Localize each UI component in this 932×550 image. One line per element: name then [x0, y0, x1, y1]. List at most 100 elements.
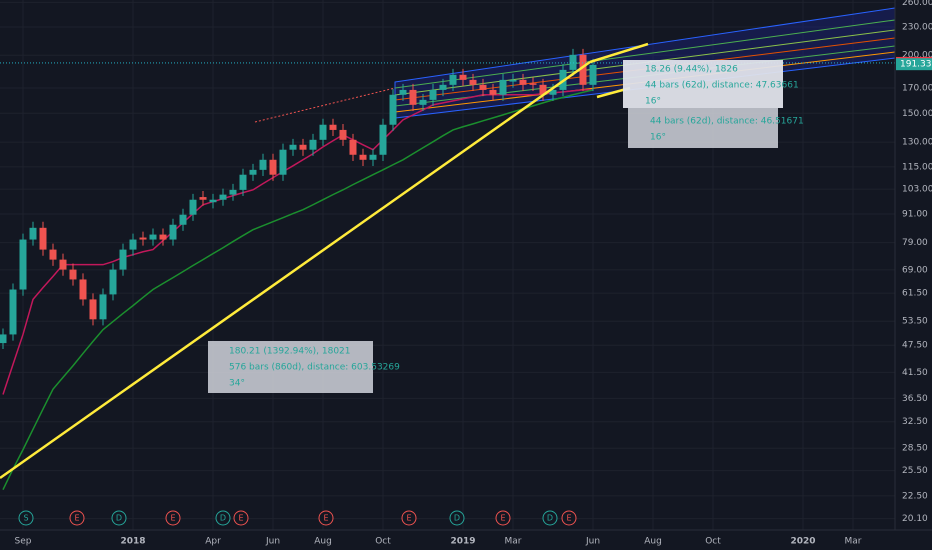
fan-line: [394, 19, 896, 89]
y-tick-label: 25.50: [902, 466, 928, 476]
y-tick-label: 53.50: [902, 317, 928, 327]
x-tick-label: Jun: [265, 537, 280, 547]
candle-body: [499, 79, 507, 95]
candle-body: [409, 89, 417, 105]
candle-body: [239, 174, 247, 190]
annotation-text: 34°: [229, 379, 245, 389]
y-tick-label: 170.00: [902, 84, 932, 94]
candle-body: [359, 154, 367, 160]
event-marker: [69, 510, 85, 526]
candle-body: [269, 159, 277, 175]
x-tick-label: Aug: [644, 537, 662, 547]
candle-body: [69, 269, 77, 280]
price-marker-label: 191.33: [900, 60, 932, 70]
candle-body: [509, 79, 517, 82]
annotation-text: 18.26 (9.44%), 1826: [645, 65, 738, 75]
event-label: D: [220, 514, 226, 523]
candle-body: [589, 64, 597, 85]
event-marker: [165, 510, 181, 526]
price-axis: [895, 0, 932, 550]
candle-body: [49, 249, 57, 260]
event-label: E: [500, 514, 505, 523]
annotation-text: 576 bars (860d), distance: 603.53269: [229, 363, 400, 373]
y-tick-label: 36.50: [902, 394, 928, 404]
annotation-text: 180.21 (1392.94%), 18021: [229, 347, 351, 357]
candle-body: [189, 199, 197, 215]
candle-body: [439, 84, 447, 90]
y-tick-label: 103.00: [902, 185, 932, 195]
event-marker: [318, 510, 334, 526]
candle-body: [539, 84, 547, 95]
trend-line: [254, 87, 396, 123]
candle-body: [59, 259, 67, 270]
candle-body: [0, 334, 7, 344]
y-tick-label: 200.00: [902, 51, 932, 61]
x-tick-label: 2018: [120, 537, 145, 547]
y-tick-label: 32.50: [902, 417, 928, 427]
candle-body: [449, 74, 457, 85]
event-label: E: [238, 514, 243, 523]
candle-body: [479, 84, 487, 90]
candle-body: [529, 83, 537, 85]
y-tick-label: 41.50: [902, 368, 928, 378]
candle-body: [309, 139, 317, 150]
plot: [0, 48, 895, 491]
y-tick-label: 79.00: [902, 238, 928, 248]
x-tick-label: Mar: [505, 537, 522, 547]
candle-body: [419, 99, 427, 105]
x-tick-label: 2020: [790, 537, 815, 547]
candle-body: [289, 144, 297, 150]
candle-body: [149, 234, 157, 240]
annotation-box: [208, 341, 373, 393]
candle-body: [19, 239, 27, 290]
x-tick-label: Mar: [845, 537, 862, 547]
annotation-text: 44 bars (62d), distance: 47.63661: [645, 81, 799, 91]
x-tick-label: Aug: [314, 537, 332, 547]
event-label: D: [116, 514, 122, 523]
annotation-box: [623, 60, 783, 108]
event-label: E: [406, 514, 411, 523]
trend-line: [0, 60, 591, 480]
candle-body: [9, 289, 17, 335]
ma-line: [2, 89, 594, 491]
y-tick-label: 69.00: [902, 265, 928, 275]
event-marker: [449, 510, 465, 526]
candle-body: [29, 227, 37, 240]
event-marker: [18, 510, 34, 526]
y-tick-label: 130.00: [902, 138, 932, 148]
candle-body: [339, 129, 347, 140]
event-label: D: [547, 514, 553, 523]
candle-body: [469, 79, 477, 85]
annotation: 44 bars (62d), distance: 46.51671 16° 18…: [208, 60, 804, 393]
event-label: S: [23, 514, 28, 523]
candle-body: [549, 89, 557, 95]
event-marker: [401, 510, 417, 526]
candle-body: [459, 74, 467, 80]
event-marker: [495, 510, 511, 526]
event-label: D: [454, 514, 460, 523]
event-label: E: [74, 514, 79, 523]
candle-body: [369, 154, 377, 160]
candle-body: [119, 249, 127, 270]
annotation-text: 16°: [650, 133, 666, 143]
candle-body: [129, 239, 137, 250]
x-tick-label: Jun: [585, 537, 600, 547]
candle-body: [319, 124, 327, 140]
candle-body: [389, 94, 397, 125]
candle-body: [79, 279, 87, 300]
y-tick-label: 230.00: [902, 23, 932, 33]
event-label: E: [170, 514, 175, 523]
candle-body: [109, 269, 117, 295]
candle-body: [429, 89, 437, 100]
ma-line: [2, 89, 593, 395]
event-marker: [111, 510, 127, 526]
x-tick-label: Sep: [15, 537, 32, 547]
candle-body: [519, 79, 527, 85]
candle-body: [249, 169, 257, 175]
annotation-box: [628, 108, 778, 148]
x-tick-label: Oct: [705, 537, 721, 547]
candle-body: [219, 194, 227, 200]
price-marker: [896, 58, 932, 71]
event-marker: [542, 510, 558, 526]
